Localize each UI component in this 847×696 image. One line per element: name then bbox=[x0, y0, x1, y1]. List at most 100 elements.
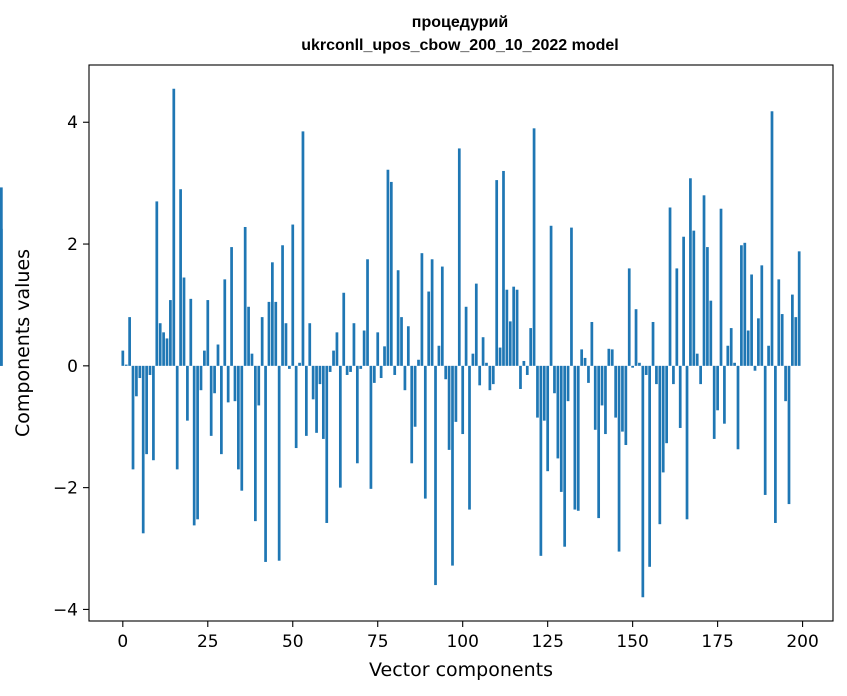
bar-component-30 bbox=[223, 279, 227, 366]
bar-component-39 bbox=[254, 365, 257, 522]
bar-component-110 bbox=[495, 180, 499, 366]
y-tick-label: 2 bbox=[67, 235, 78, 255]
bar-component-23 bbox=[199, 365, 203, 391]
bar-component-146 bbox=[617, 365, 621, 552]
bar-component-195 bbox=[784, 365, 787, 402]
bar-series bbox=[0, 88, 801, 598]
x-axis-label: Vector components bbox=[369, 659, 553, 681]
bar-component-147 bbox=[621, 365, 624, 432]
bar-component-65 bbox=[342, 292, 346, 366]
bar-component-40 bbox=[257, 365, 261, 406]
bar-component-111 bbox=[498, 347, 502, 366]
x-tick-label: 200 bbox=[786, 632, 818, 652]
bar-component-125 bbox=[546, 365, 550, 472]
bar-component-67 bbox=[349, 365, 352, 372]
bar-component-194 bbox=[780, 314, 784, 366]
bar-component-114 bbox=[508, 321, 512, 366]
bar-component-170 bbox=[699, 365, 702, 385]
bar-component-54 bbox=[304, 365, 308, 436]
bar-component-196 bbox=[787, 365, 791, 505]
bar-component-107 bbox=[485, 362, 488, 366]
bar-component-11 bbox=[158, 323, 162, 366]
bar-component-48 bbox=[284, 323, 288, 366]
bar-component-92 bbox=[434, 365, 437, 586]
bar-component-142 bbox=[604, 365, 607, 435]
bar-component-18 bbox=[182, 277, 186, 366]
bar-component-177 bbox=[723, 365, 726, 424]
bar-component-155 bbox=[648, 365, 651, 567]
bar-component-78 bbox=[386, 169, 390, 366]
bar-component-115 bbox=[512, 286, 516, 366]
bar-component-8 bbox=[148, 365, 152, 375]
bar-component-37 bbox=[247, 306, 250, 366]
bar-component-143 bbox=[607, 348, 611, 366]
bar-component-50 bbox=[291, 224, 295, 366]
bar-component-76 bbox=[379, 365, 383, 379]
bar-component-69 bbox=[355, 365, 359, 464]
bar-component-131 bbox=[566, 365, 570, 402]
bar-component-161 bbox=[668, 207, 672, 366]
bar-component-17 bbox=[179, 189, 182, 366]
y-axis-ticks: −4 −2 0 2 4 bbox=[53, 113, 89, 620]
bar-component-38 bbox=[250, 353, 254, 366]
bar-component-188 bbox=[760, 265, 764, 366]
bar-component-5 bbox=[138, 365, 142, 379]
bar-component-108 bbox=[488, 365, 492, 391]
x-tick-label: 125 bbox=[531, 632, 563, 652]
bar-component-168 bbox=[692, 230, 696, 366]
bar-component-118 bbox=[522, 360, 526, 366]
bar-component-132 bbox=[570, 227, 573, 366]
bar-component-129 bbox=[559, 365, 563, 492]
bar-component-159 bbox=[661, 365, 665, 473]
bar-component-81 bbox=[396, 270, 400, 366]
bar-component-32 bbox=[230, 247, 233, 366]
bar-component-169 bbox=[695, 353, 699, 366]
bar-component-186 bbox=[753, 365, 757, 371]
bar-component-22 bbox=[196, 365, 199, 520]
bar-component-106 bbox=[481, 337, 485, 366]
x-tick-label: 0 bbox=[117, 632, 128, 652]
bar-component-182 bbox=[740, 245, 743, 366]
bar-component-43 bbox=[267, 301, 271, 366]
bar-component-89 bbox=[423, 365, 427, 499]
bar-component-79 bbox=[389, 181, 393, 366]
bar-component-88 bbox=[420, 253, 424, 366]
bar-component-151 bbox=[634, 309, 638, 366]
bar-component-97 bbox=[451, 365, 454, 566]
bar-component-58 bbox=[318, 365, 322, 385]
bar-component-193 bbox=[777, 279, 781, 366]
bar-component-181 bbox=[736, 365, 740, 450]
x-tick-label: 25 bbox=[197, 632, 219, 652]
y-tick-label: 4 bbox=[67, 113, 78, 133]
bar-component-138 bbox=[590, 321, 594, 366]
bar-component-165 bbox=[682, 236, 685, 366]
bar-component-47 bbox=[281, 245, 284, 366]
bar-component-66 bbox=[345, 365, 349, 375]
bar-component-197 bbox=[791, 294, 794, 366]
x-tick-label: 150 bbox=[616, 632, 648, 652]
bar-component-189 bbox=[763, 365, 767, 495]
bar-component-179 bbox=[729, 328, 733, 366]
bar-component-98 bbox=[454, 365, 458, 422]
bar-component-199 bbox=[797, 251, 801, 366]
bar-component-16 bbox=[175, 365, 179, 470]
bar-component-64 bbox=[338, 365, 342, 488]
bar-component-167 bbox=[689, 178, 692, 366]
y-axis-label: Components values bbox=[12, 249, 34, 437]
bar-component-33 bbox=[233, 365, 237, 402]
bar-component-25 bbox=[206, 300, 210, 366]
bar-component-85 bbox=[410, 365, 414, 464]
y-tick-label: 0 bbox=[67, 357, 78, 377]
bar-component-63 bbox=[335, 332, 339, 366]
bar-component-0 bbox=[121, 350, 125, 366]
bar-component-103 bbox=[471, 353, 475, 366]
bar-component-14 bbox=[169, 300, 172, 366]
bar-component-99 bbox=[457, 148, 461, 366]
bar-component-130 bbox=[563, 365, 567, 547]
bar-component-113 bbox=[505, 289, 509, 366]
bar-component-84 bbox=[406, 326, 410, 366]
bar-component-123 bbox=[539, 365, 543, 556]
bar-component-96 bbox=[447, 365, 451, 450]
bar-component-61 bbox=[328, 365, 332, 372]
bar-component-42 bbox=[264, 365, 267, 562]
